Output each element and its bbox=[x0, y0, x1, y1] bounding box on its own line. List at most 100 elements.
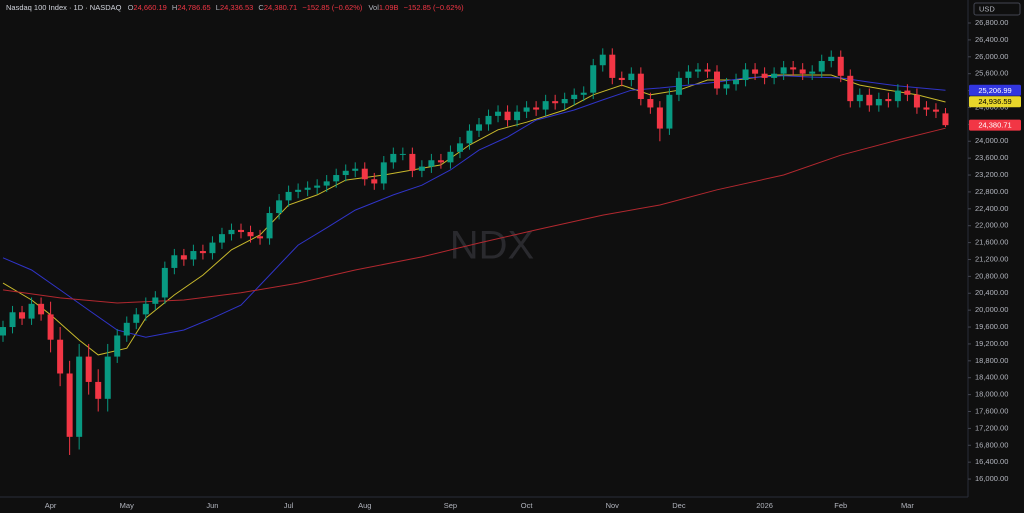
candle-body bbox=[85, 356, 92, 382]
candle-body bbox=[352, 168, 359, 171]
x-tick-label: 2026 bbox=[756, 501, 773, 510]
volume-change: −152.85 (−0.62%) bbox=[404, 3, 465, 12]
candle-body bbox=[599, 54, 606, 66]
ohlc-label: L bbox=[216, 3, 220, 12]
ohlc-label: H bbox=[172, 3, 177, 12]
y-tick-label: 20,400.00 bbox=[975, 288, 1008, 297]
candle-body bbox=[380, 162, 387, 184]
y-tick-label: 20,800.00 bbox=[975, 271, 1008, 280]
candle-body bbox=[437, 160, 444, 163]
candle-body bbox=[799, 69, 806, 74]
candle-body bbox=[142, 303, 149, 315]
candle-body bbox=[190, 251, 197, 260]
candle-body bbox=[333, 175, 340, 182]
y-tick-label: 17,200.00 bbox=[975, 423, 1008, 432]
header: Nasdaq 100 Index · 1D · NASDAQ O24,660.1… bbox=[6, 3, 464, 12]
y-tick-label: 18,400.00 bbox=[975, 373, 1008, 382]
candle-body bbox=[295, 189, 302, 192]
candle-body bbox=[390, 153, 397, 163]
y-tick-label: 19,600.00 bbox=[975, 322, 1008, 331]
candle-body bbox=[761, 73, 768, 78]
candle-body bbox=[523, 107, 530, 112]
y-tick-label: 18,800.00 bbox=[975, 356, 1008, 365]
ohlc-value: 24,786.65 bbox=[177, 3, 210, 12]
candle-body bbox=[866, 94, 873, 106]
candle-body bbox=[742, 69, 749, 81]
ohlc-value: 24,380.71 bbox=[264, 3, 297, 12]
candle-body bbox=[66, 373, 73, 437]
volume: 1.09B bbox=[379, 3, 399, 12]
candle-body bbox=[114, 335, 121, 357]
candle-body bbox=[19, 312, 26, 319]
candle-body bbox=[28, 303, 35, 319]
moving-average bbox=[2, 75, 946, 338]
moving-average bbox=[2, 127, 946, 304]
candle-body bbox=[418, 166, 425, 171]
candle-body bbox=[123, 322, 130, 336]
candle-body bbox=[856, 94, 863, 102]
candle-body bbox=[409, 153, 416, 171]
watermark: NDX bbox=[450, 224, 534, 268]
candle-body bbox=[571, 94, 578, 100]
candle-body bbox=[552, 101, 559, 104]
candle-body bbox=[647, 99, 654, 108]
candle-body bbox=[0, 327, 6, 336]
y-tick-label: 26,800.00 bbox=[975, 18, 1008, 27]
candle-body bbox=[228, 229, 235, 235]
candle-body bbox=[399, 153, 406, 155]
ohlc-label: O bbox=[128, 3, 134, 12]
y-tick-label: 22,800.00 bbox=[975, 187, 1008, 196]
candle-body bbox=[780, 67, 787, 74]
x-tick-label: Sep bbox=[444, 501, 457, 510]
candle-body bbox=[9, 312, 16, 328]
candle-body bbox=[152, 297, 159, 304]
symbol: Nasdaq 100 Index · 1D · NASDAQ bbox=[6, 3, 122, 12]
x-tick-label: Oct bbox=[521, 501, 534, 510]
candle-body bbox=[609, 54, 616, 78]
x-tick-label: Apr bbox=[45, 501, 57, 510]
candle-body bbox=[57, 339, 64, 374]
candle-body bbox=[590, 65, 597, 93]
candle-body bbox=[218, 234, 225, 243]
candle-body bbox=[247, 232, 254, 237]
candle-body bbox=[428, 160, 435, 167]
candle-body bbox=[913, 94, 920, 108]
volume-label: Vol bbox=[368, 3, 379, 12]
candle-body bbox=[447, 151, 454, 163]
candle-body bbox=[885, 99, 892, 102]
price-tag-label: 25,206.99 bbox=[978, 86, 1011, 95]
candle-body bbox=[276, 200, 283, 214]
candle-body bbox=[942, 113, 949, 126]
currency-box[interactable] bbox=[973, 2, 1021, 16]
candle-body bbox=[923, 107, 930, 110]
y-tick-label: 20,000.00 bbox=[975, 305, 1008, 314]
y-tick-label: 24,000.00 bbox=[975, 136, 1008, 145]
ohlc-value: 24,336.53 bbox=[220, 3, 253, 12]
x-tick-label: Dec bbox=[672, 501, 686, 510]
candle-body bbox=[209, 242, 216, 254]
price-tag bbox=[969, 96, 1021, 108]
candle-body bbox=[76, 356, 83, 437]
candle-body bbox=[47, 314, 54, 340]
candle-body bbox=[628, 73, 635, 81]
candle-body bbox=[533, 107, 540, 110]
y-tick-label: 26,000.00 bbox=[975, 52, 1008, 61]
y-tick-label: 16,800.00 bbox=[975, 440, 1008, 449]
candle-body bbox=[904, 90, 911, 95]
candle-body bbox=[342, 170, 349, 176]
candle-body bbox=[561, 99, 568, 104]
candle-body bbox=[675, 77, 682, 95]
candle-body bbox=[542, 101, 549, 110]
y-tick-label: 21,200.00 bbox=[975, 254, 1008, 263]
candle-body bbox=[580, 92, 587, 95]
y-tick-label: 22,400.00 bbox=[975, 204, 1008, 213]
price-tag-label: 24,936.59 bbox=[978, 97, 1011, 106]
candle-body bbox=[466, 130, 473, 144]
candle-body bbox=[304, 187, 311, 190]
y-tick-label: 18,000.00 bbox=[975, 390, 1008, 399]
candle-body bbox=[133, 314, 140, 323]
candle-body bbox=[95, 381, 102, 399]
candle-body bbox=[637, 73, 644, 100]
